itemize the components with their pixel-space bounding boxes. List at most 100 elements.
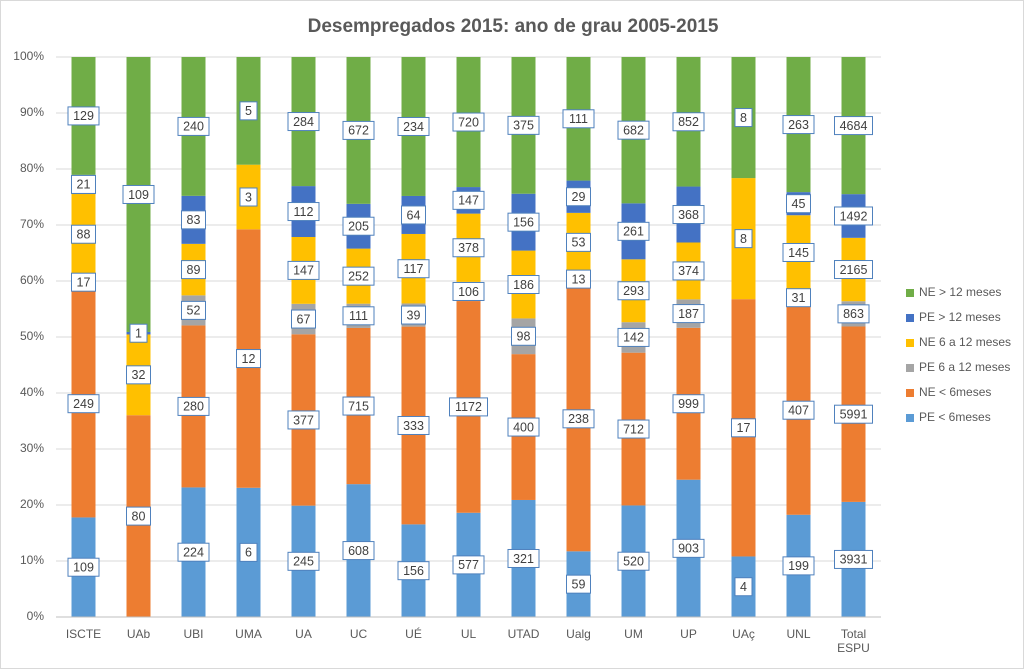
data-label: 39 — [407, 308, 421, 322]
y-tick-label: 0% — [27, 609, 45, 623]
x-tick-label: UTAD — [507, 627, 540, 641]
data-label-box — [342, 216, 375, 236]
data-label-box — [126, 506, 151, 526]
data-label: 333 — [403, 419, 424, 433]
data-label: 52 — [187, 304, 201, 318]
data-label-box — [449, 397, 488, 417]
x-tick-label: UM — [624, 627, 643, 641]
data-label-box — [507, 417, 540, 437]
data-label: 852 — [678, 115, 699, 129]
x-tick-label: UAç — [732, 627, 755, 641]
chart-title: Desempregados 2015: ano de grau 2005-201… — [308, 16, 719, 37]
data-label: 187 — [678, 307, 699, 321]
data-label-box — [617, 419, 650, 439]
data-label-box — [239, 101, 258, 121]
data-label-box — [181, 260, 206, 280]
data-label-box — [562, 109, 595, 129]
data-label-box — [67, 557, 100, 577]
data-label-box — [566, 232, 591, 252]
data-label: 112 — [294, 205, 314, 219]
data-label-box — [452, 238, 485, 258]
x-tick-label: UP — [680, 627, 697, 641]
x-tick-label: UÉ — [405, 627, 422, 641]
data-label: 32 — [132, 368, 146, 382]
data-label: 106 — [458, 285, 479, 299]
data-label-box — [397, 116, 430, 136]
data-label-box — [617, 120, 650, 140]
data-label-box — [71, 272, 96, 292]
data-label-box — [129, 323, 148, 343]
data-label: 520 — [623, 555, 644, 569]
legend-label: NE 6 a 12 meses — [919, 335, 1011, 349]
data-label: 672 — [348, 124, 369, 138]
data-label: 129 — [73, 109, 94, 123]
data-label-box — [566, 574, 591, 594]
data-label-box — [342, 396, 375, 416]
data-label: 147 — [458, 194, 479, 208]
data-label: 8 — [740, 111, 747, 125]
data-label: 321 — [513, 552, 534, 566]
data-label-box — [401, 305, 426, 325]
data-label-box — [71, 174, 96, 194]
data-label: 59 — [572, 577, 586, 591]
data-label: 111 — [349, 309, 368, 323]
legend-swatch — [906, 389, 914, 397]
legend-label: NE < 6meses — [919, 385, 991, 399]
data-label: 263 — [788, 118, 809, 132]
data-label: 109 — [128, 188, 149, 202]
data-label-box — [672, 304, 705, 324]
legend-label: NE > 12 meses — [919, 285, 1001, 299]
data-label-box — [782, 115, 815, 135]
data-label-box — [397, 259, 430, 279]
data-label-box — [452, 555, 485, 575]
data-label-box — [342, 541, 375, 561]
data-label: 293 — [623, 284, 644, 298]
data-label: 53 — [572, 236, 586, 250]
data-label-box — [834, 206, 873, 226]
data-label: 863 — [843, 307, 864, 321]
data-label-box — [834, 260, 873, 280]
data-label: 145 — [788, 246, 809, 260]
data-label: 17 — [77, 275, 91, 289]
data-label-box — [287, 410, 320, 430]
data-label: 12 — [242, 352, 256, 366]
data-label: 712 — [623, 422, 644, 436]
data-label: 8 — [740, 232, 747, 246]
data-label-box — [566, 187, 591, 207]
data-label: 715 — [348, 399, 369, 413]
data-label: 83 — [187, 213, 201, 227]
data-label: 142 — [623, 331, 644, 345]
data-label-box — [617, 551, 650, 571]
data-label-box — [287, 551, 320, 571]
data-label-box — [834, 549, 873, 569]
data-label: 407 — [788, 404, 809, 418]
data-label: 240 — [183, 120, 204, 134]
data-label-box — [342, 120, 375, 140]
data-label: 80 — [132, 509, 146, 523]
legend-swatch — [906, 364, 914, 372]
legend-swatch — [906, 289, 914, 297]
data-label-box — [452, 281, 485, 301]
data-label-box — [617, 327, 650, 347]
y-tick-label: 30% — [20, 441, 44, 455]
data-label: 17 — [737, 421, 751, 435]
data-label-box — [617, 281, 650, 301]
data-label-box — [782, 556, 815, 576]
x-tick-label: UA — [295, 627, 312, 641]
data-label: 224 — [183, 546, 204, 560]
data-label: 45 — [792, 197, 806, 211]
data-label-box — [177, 116, 210, 136]
data-label-box — [181, 210, 206, 230]
data-label: 682 — [623, 123, 644, 137]
y-tick-label: 80% — [20, 161, 44, 175]
data-label: 6 — [245, 546, 252, 560]
data-label-box — [291, 309, 316, 329]
data-label-box — [342, 306, 375, 326]
data-label: 205 — [348, 220, 369, 234]
data-label-box — [236, 349, 261, 369]
data-label: 261 — [623, 225, 644, 239]
data-label-box — [401, 205, 426, 225]
y-tick-label: 70% — [20, 217, 44, 231]
